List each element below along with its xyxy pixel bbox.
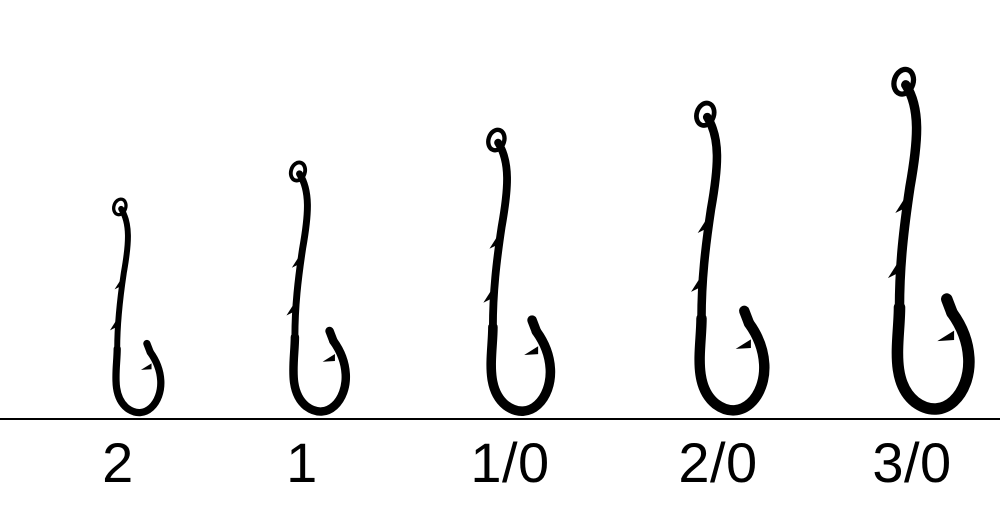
hook-2	[71, 197, 170, 421]
hook-size-label: 2/0	[678, 430, 757, 495]
hook-1-0	[432, 127, 563, 423]
hook-size-label: 1/0	[470, 430, 549, 495]
hook-size-diagram: 2 1 1/0 2/0 3/0	[0, 0, 1000, 516]
hook-size-label: 2	[102, 430, 134, 495]
hook-3-0	[826, 66, 984, 423]
hook-2-0	[635, 100, 778, 423]
hook-size-label: 1	[286, 430, 318, 495]
hook-1	[241, 160, 357, 422]
hook-size-label: 3/0	[872, 430, 951, 495]
